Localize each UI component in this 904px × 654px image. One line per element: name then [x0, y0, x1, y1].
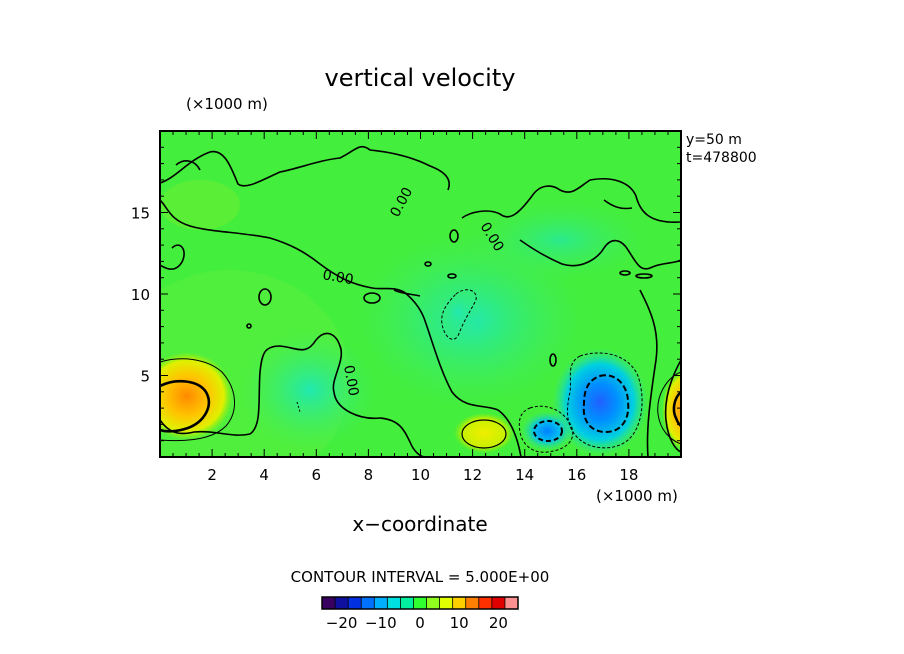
colorbar-tick-labels: −20 −10 0 10 20 — [326, 614, 508, 632]
colorbar-tick-label: −10 — [365, 614, 397, 632]
plot-area: 0.00 0.00 0.00 0.00 — [160, 131, 681, 457]
x-tick-label: 2 — [207, 466, 217, 484]
y-unit-label: (×1000 m) — [186, 95, 268, 113]
colorbar-swatch — [387, 597, 401, 609]
colorbar-swatch — [452, 597, 467, 609]
colorbar-swatch — [426, 597, 441, 609]
y-tick-label: 15 — [131, 205, 150, 223]
min-weak — [436, 286, 480, 338]
x-tick-label: 18 — [619, 466, 638, 484]
colorbar-swatch — [374, 597, 388, 609]
x-tick-label: 10 — [411, 466, 430, 484]
y-tick-label: 10 — [131, 286, 150, 304]
colorbar-swatch — [413, 597, 428, 609]
x-axis-label: x−coordinate — [352, 512, 487, 536]
x-tick-label: 16 — [567, 466, 586, 484]
colorbar-frame — [321, 596, 519, 610]
colorbar-swatch — [504, 597, 519, 609]
info-y: y=50 m — [686, 132, 742, 148]
x-tick-label: 14 — [515, 466, 534, 484]
max-right — [662, 370, 681, 450]
colorbar-swatch — [335, 597, 349, 609]
contour-label-2: 0.00 — [340, 364, 361, 397]
info-t: t=478800 — [686, 150, 757, 166]
colorbar-tick-label: −20 — [326, 614, 358, 632]
zero-contours — [160, 145, 681, 457]
y-tick-labels: 5 10 15 — [131, 205, 150, 386]
colorbar-swatch — [478, 597, 493, 609]
x-tick-label: 8 — [364, 466, 374, 484]
y-tick-label: 5 — [140, 368, 150, 386]
chart-title: vertical velocity — [325, 64, 516, 92]
max-center — [454, 413, 514, 453]
colorbar-tick-label: 0 — [415, 614, 425, 632]
min-main — [552, 348, 648, 456]
x-tick-label: 4 — [259, 466, 269, 484]
colorbar — [321, 596, 519, 610]
colorbar-swatch — [400, 597, 414, 609]
colorbar-swatch — [348, 597, 362, 609]
colorbar-swatch — [361, 597, 375, 609]
contour-label-1: 0.00 — [321, 267, 354, 288]
x-tick-labels: 2 4 6 8 10 12 14 16 18 — [207, 466, 638, 484]
x-unit-label: (×1000 m) — [596, 487, 678, 505]
colorbar-swatch — [439, 597, 454, 609]
min-secondary — [521, 411, 573, 451]
x-tick-label: 12 — [463, 466, 482, 484]
axis-ticks — [160, 131, 681, 457]
negative-contours — [296, 289, 643, 453]
max-left — [160, 352, 233, 440]
colorbar-swatch — [322, 597, 336, 609]
colorbar-swatch — [465, 597, 480, 609]
x-tick-label: 6 — [312, 466, 322, 484]
colorbar-tick-label: 10 — [450, 614, 469, 632]
colorbar-tick-label: 20 — [489, 614, 508, 632]
contour-interval-label: CONTOUR INTERVAL = 5.000E+00 — [291, 568, 550, 586]
colorbar-swatch — [491, 597, 506, 609]
